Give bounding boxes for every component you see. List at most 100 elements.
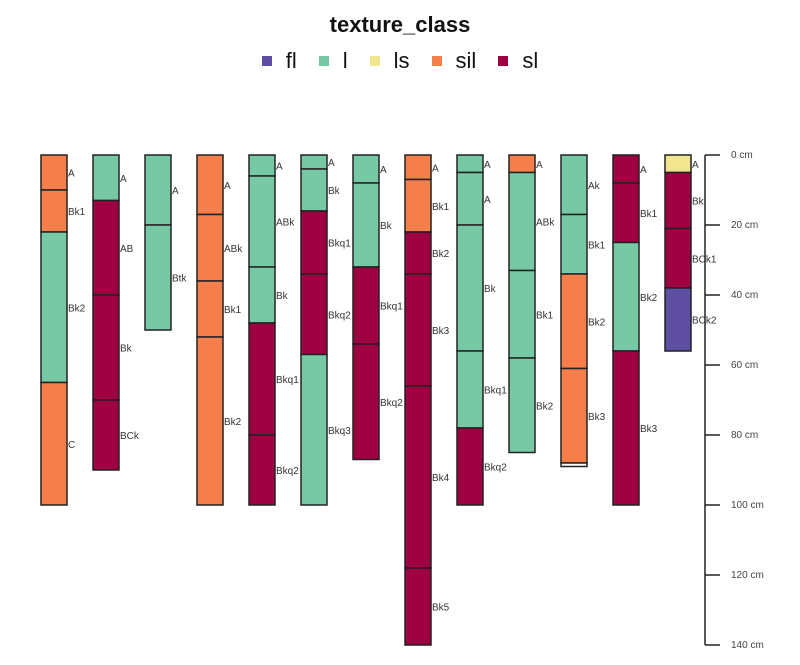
horizon-Bk2 <box>404 231 432 275</box>
horizon-BCk <box>92 399 120 471</box>
horizon-Bk <box>664 171 692 230</box>
horizon-label: Bk2 <box>536 401 554 412</box>
horizon-Bk4 <box>404 385 432 569</box>
horizon-label: Bkq1 <box>276 375 299 386</box>
legend-label-ls: ls <box>393 48 410 73</box>
horizon-label: Bk1 <box>432 202 450 213</box>
horizon-ABk <box>248 175 276 268</box>
horizon-BCk1 <box>664 227 692 289</box>
chart-title: texture_class <box>329 12 471 37</box>
horizon-label: Bkq2 <box>328 310 351 321</box>
profile-4: A ABk Bk1 Bk2 <box>196 154 243 506</box>
horizon-label: ABk <box>224 244 243 255</box>
depth-axis: 0 cm 20 cm 40 cm 60 cm 80 cm 100 cm 120 cm 140 … <box>704 150 764 651</box>
horizon-Bk <box>300 168 328 212</box>
legend-label-l: l <box>342 48 348 73</box>
horizon-label: Bkq2 <box>276 466 299 477</box>
legend-swatch-sil <box>431 56 442 66</box>
horizon-A <box>404 154 432 181</box>
horizon-label: A <box>536 160 543 171</box>
horizon-Bkq1 <box>456 350 484 429</box>
horizon-label: A <box>432 163 439 174</box>
legend-label-sil: sil <box>455 48 477 73</box>
horizon-Bk2 <box>508 357 536 454</box>
horizon-Bkq2 <box>352 343 380 461</box>
horizon-label: Bkq2 <box>380 398 403 409</box>
horizon-label: Bk2 <box>432 249 450 260</box>
depth-tick-label: 40 cm <box>731 290 758 301</box>
horizon-label: ABk <box>536 218 555 229</box>
horizon-A <box>612 154 640 184</box>
legend-item-sl: sl <box>498 48 538 74</box>
depth-tick-label: 100 cm <box>731 500 764 511</box>
horizon-label: A <box>224 181 231 192</box>
legend-swatch-l <box>318 56 329 66</box>
horizon-Bkq2 <box>300 273 328 356</box>
horizon-A <box>196 154 224 216</box>
horizon-label: Bk2 <box>68 303 86 314</box>
horizon-label: Bk1 <box>68 207 86 218</box>
horizon-label: Bkq3 <box>328 426 351 437</box>
horizon-label: Bk5 <box>432 603 450 614</box>
profile-7: A Bk Bkq1 Bkq2 <box>352 154 403 461</box>
horizon-label: A <box>328 158 335 169</box>
horizon-label: Bk3 <box>588 412 606 423</box>
horizon-Btk <box>144 224 172 331</box>
horizon-A <box>248 154 276 177</box>
horizon-unnamed <box>560 462 588 468</box>
horizon-Bk3 <box>560 367 588 464</box>
horizon-Bk2 <box>612 241 640 352</box>
horizon-label: Bk3 <box>640 424 658 435</box>
depth-tick-label: 120 cm <box>731 570 764 581</box>
profile-12: A Bk1 Bk2 Bk3 <box>612 154 658 506</box>
depth-tick-label: 140 cm <box>731 640 764 651</box>
horizon-label: Bk4 <box>432 473 450 484</box>
horizon-label: Bk3 <box>432 326 450 337</box>
horizon-C <box>40 381 68 506</box>
horizon-label: A <box>692 160 699 171</box>
horizon-Bk2 <box>560 273 588 370</box>
horizon-Bk1 <box>196 280 224 338</box>
legend-swatch-fl <box>261 56 272 66</box>
horizon-Bk2 <box>40 231 68 384</box>
horizon-label: Bk2 <box>224 417 242 428</box>
profile-5: A ABk Bk Bkq1 Bkq2 <box>248 154 299 506</box>
horizon-A <box>352 154 380 184</box>
horizon-label: Ak <box>588 181 601 192</box>
horizon-Bk1 <box>404 178 432 233</box>
horizon-Bk1 <box>508 269 536 359</box>
profile-8: A Bk1 Bk2 Bk3 Bk4 Bk5 <box>404 154 450 646</box>
horizon-label: A <box>484 195 491 206</box>
horizon-label: AB <box>120 244 134 255</box>
horizon-label: A <box>68 169 75 180</box>
horizon-label: Bkq1 <box>328 239 351 250</box>
horizon-ABk <box>196 213 224 282</box>
horizon-A <box>40 154 68 191</box>
profile-1: A Bk1 Bk2 C <box>40 154 86 506</box>
horizon-Bk3 <box>612 350 640 506</box>
horizon-AB <box>92 199 120 296</box>
depth-tick-label: 80 cm <box>731 430 758 441</box>
horizon-Bk1 <box>40 189 68 233</box>
horizon-label: Bk <box>484 284 497 295</box>
horizon-label: A <box>276 162 283 173</box>
horizon-Bk3 <box>404 273 432 387</box>
depth-tick-label: 20 cm <box>731 220 758 231</box>
profile-3: A Btk <box>144 154 187 331</box>
horizon-Bk1 <box>560 213 588 275</box>
horizon-A <box>456 171 484 226</box>
horizon-A <box>664 154 692 174</box>
horizon-label: A <box>172 186 179 197</box>
horizon-label: A <box>380 165 387 176</box>
profile-6: A Bk Bkq1 Bkq2 Bkq3 <box>300 154 351 506</box>
horizon-Bk2 <box>196 336 224 506</box>
profile-2: A AB Bk BCk <box>92 154 140 471</box>
legend-label-fl: fl <box>285 48 297 73</box>
horizon-Bk5 <box>404 567 432 646</box>
legend-swatch-ls <box>369 56 380 66</box>
legend: fl l ls sil sl <box>0 48 800 74</box>
horizon-label: Bk2 <box>640 293 658 304</box>
horizon-Ak <box>560 154 588 216</box>
depth-tick-label: 0 cm <box>731 150 753 161</box>
